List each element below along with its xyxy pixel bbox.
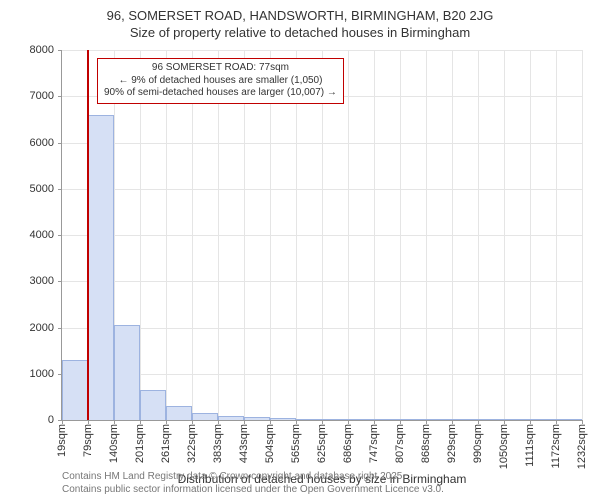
histogram-bar [140,390,166,420]
histogram-bar [400,419,426,420]
annotation-line-3: 90% of semi-detached houses are larger (… [104,87,337,100]
gridline-v [270,50,271,420]
gridline-v [166,50,167,420]
histogram-bar [504,419,530,420]
x-tick-label: 443sqm [238,424,250,463]
gridline-v [348,50,349,420]
y-tick-label: 3000 [14,275,54,287]
x-tick-label: 686sqm [342,424,354,463]
x-tick-label: 565sqm [290,424,302,463]
x-tick-label: 868sqm [420,424,432,463]
gridline-v [374,50,375,420]
histogram-bar [556,419,582,420]
histogram-bar [452,419,478,420]
plot-area: 01000200030004000500060007000800019sqm79… [62,50,582,420]
histogram-bar [218,416,244,420]
y-tick-label: 8000 [14,44,54,56]
gridline-v [140,50,141,420]
histogram-bar [296,419,322,420]
gridline-v [296,50,297,420]
x-tick-label: 322sqm [186,424,198,463]
y-tick-mark [58,328,62,329]
gridline-v [400,50,401,420]
gridline-v [218,50,219,420]
x-tick-label: 1111sqm [524,424,536,467]
x-tick-label: 1232sqm [576,424,588,469]
y-tick-label: 2000 [14,322,54,334]
histogram-bar [166,406,192,420]
chart-titles: 96, SOMERSET ROAD, HANDSWORTH, BIRMINGHA… [0,0,600,42]
histogram-bar [478,419,504,420]
footer-line-1: Contains HM Land Registry data © Crown c… [62,471,444,484]
y-tick-label: 6000 [14,137,54,149]
x-tick-label: 990sqm [472,424,484,463]
x-tick-label: 1172sqm [550,424,562,468]
histogram-bar [322,419,348,420]
x-tick-label: 201sqm [134,424,146,463]
x-tick-label: 1050sqm [498,424,510,469]
histogram-bar [88,115,114,420]
annotation-line-1: 96 SOMERSET ROAD: 77sqm [104,62,337,75]
gridline-v [582,50,583,420]
histogram-bar [62,360,88,420]
gridline-v [244,50,245,420]
y-tick-label: 0 [14,414,54,426]
y-tick-mark [58,235,62,236]
histogram-bar [270,418,296,420]
x-tick-label: 747sqm [368,424,380,463]
x-tick-label: 929sqm [446,424,458,463]
gridline-v [504,50,505,420]
histogram-bar [530,419,556,420]
gridline-v [192,50,193,420]
gridline-v [322,50,323,420]
y-tick-label: 4000 [14,229,54,241]
y-tick-mark [58,189,62,190]
gridline-v [452,50,453,420]
title-main: 96, SOMERSET ROAD, HANDSWORTH, BIRMINGHA… [0,8,600,25]
gridline-v [426,50,427,420]
histogram-bar [192,413,218,420]
y-tick-label: 1000 [14,368,54,380]
x-tick-label: 383sqm [212,424,224,463]
x-tick-label: 504sqm [264,424,276,463]
histogram-bar [244,417,270,420]
y-tick-mark [58,281,62,282]
gridline-v [556,50,557,420]
chart-area: Number of detached properties 0100020003… [62,50,582,420]
gridline-v [530,50,531,420]
annotation-box: 96 SOMERSET ROAD: 77sqm← 9% of detached … [97,58,344,104]
y-tick-label: 5000 [14,183,54,195]
footer-attribution: Contains HM Land Registry data © Crown c… [62,471,444,496]
annotation-line-2: ← 9% of detached houses are smaller (1,0… [104,75,337,88]
y-tick-mark [58,143,62,144]
y-tick-label: 7000 [14,90,54,102]
y-tick-mark [58,96,62,97]
y-tick-mark [58,50,62,51]
histogram-bar [348,419,374,420]
x-tick-label: 79sqm [82,424,94,457]
gridline-v [478,50,479,420]
x-tick-label: 261sqm [160,424,172,463]
title-sub: Size of property relative to detached ho… [0,25,600,42]
histogram-bar [426,419,452,420]
footer-line-2: Contains public sector information licen… [62,484,444,497]
highlight-marker-line [87,50,89,420]
x-tick-label: 807sqm [394,424,406,463]
x-tick-label: 140sqm [108,424,120,463]
histogram-bar [374,419,400,420]
x-tick-label: 19sqm [56,424,68,457]
x-tick-label: 625sqm [316,424,328,463]
histogram-bar [114,325,140,420]
